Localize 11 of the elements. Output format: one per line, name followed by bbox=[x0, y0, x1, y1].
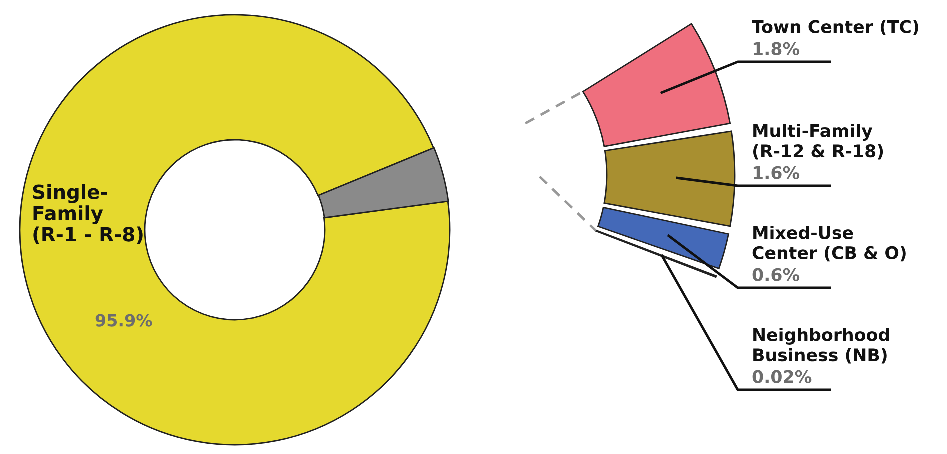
data-label: 1.8% bbox=[754, 42, 800, 56]
donut-slice bbox=[19, 14, 451, 446]
category-label: Mixed-Use Center (CB & O) bbox=[752, 226, 906, 262]
slice-label: Single- Family (R-1 - R-8) bbox=[33, 184, 143, 244]
data-label: 0.6% bbox=[752, 268, 800, 282]
data-label: 0.02% bbox=[752, 370, 812, 384]
data-label: 95.9% bbox=[96, 314, 152, 327]
data-label: 1.6% bbox=[754, 166, 800, 180]
category-label: Multi-Family (R-12 & R-18) bbox=[753, 124, 884, 160]
category-label: Town Center (TC) bbox=[752, 20, 918, 36]
category-label: Neighborhood Business (NB) bbox=[754, 328, 890, 364]
